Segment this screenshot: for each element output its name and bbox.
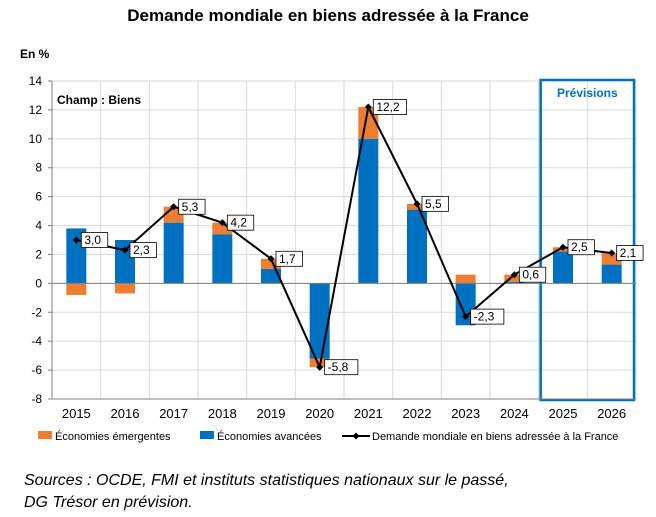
data-label-box [518,266,547,283]
y-tick-label: -4 [31,334,42,348]
chart-title: Demande mondiale en biens adressée à la … [127,6,529,25]
x-tick-label: 2025 [549,406,578,421]
x-tick-label: 2023 [451,406,480,421]
y-tick-label: 2 [35,247,42,261]
forecast-frame [539,78,636,402]
y-tick-label: 4 [35,219,42,233]
legend-label-emergentes: Économies émergentes [55,430,171,443]
x-tick-label: 2026 [597,406,626,421]
forecast-box: Prévisions [539,78,636,402]
bar-economies-avancees [407,209,427,284]
x-tick-label: 2021 [354,406,383,421]
y-tick-label: 8 [35,161,42,175]
axes [48,80,636,400]
legend-marker-demande [352,432,360,440]
data-labels: 3,0 2,3 5,3 4,2 1,7 -5,8 12,2 5,5 -2,3 0,6 2,5 2,1 [80,99,644,376]
x-tick-label: 2022 [403,406,432,421]
data-label: -2,3 [474,310,495,324]
line-point [218,219,226,227]
x-tick-label: 2017 [159,406,188,421]
sources-note: Sources : OCDE, FMI et instituts statist… [24,470,509,514]
bar-economies-emergentes [455,274,476,284]
legend-swatch-avancees [200,431,214,439]
bar-economies-avancees [601,264,622,284]
data-label-box [80,232,109,248]
y-tick-label: 0 [35,276,42,290]
x-tick-label: 2018 [208,406,237,421]
bar-economies-emergentes [66,283,87,295]
line-point [413,200,421,208]
data-label: 0,6 [522,268,539,282]
data-label: 3,0 [84,233,101,247]
data-label-box [470,308,505,325]
data-label: 2,1 [620,246,637,260]
bar-economies-emergentes [115,283,135,294]
bar-economies-avancees [504,281,525,284]
data-label: 5,5 [425,197,442,211]
x-tick-label: 2024 [500,406,529,421]
legend-swatch-emergentes [38,431,52,439]
bar-economies-emergentes [261,258,281,269]
data-label: 2,5 [571,240,588,254]
data-label: 4,2 [230,216,247,230]
bar-economies-emergentes [212,222,233,235]
data-label: -5,8 [328,360,349,374]
x-tick-label: 2016 [111,406,140,421]
data-label-box [567,239,595,256]
line-point [316,363,324,371]
line-point [121,246,129,254]
y-tick-label: 6 [35,190,42,204]
y-tick-label: 12 [29,103,43,117]
x-tick-label: 2015 [62,406,91,421]
line-point [510,271,518,279]
data-label-box [324,359,359,376]
annotation-champ: Champ : Biens [57,93,141,107]
data-label: 5,3 [182,200,199,214]
data-label-box [421,195,449,212]
axis-text: 14 12 10 8 6 4 2 0 -2 -4 -6 -8 2015 2016 2017 2018 2019 2… [20,47,626,421]
bar-economies-avancees [553,251,573,284]
data-label: 12,2 [376,100,400,114]
x-tick-label: 2019 [257,406,286,421]
bar-economies-emergentes [504,274,525,282]
data-label: 1,7 [279,252,296,266]
line-point [72,236,80,244]
data-label-box [275,250,303,267]
bar-economies-avancees [358,138,379,284]
data-label-box [226,214,255,231]
x-tick-label: 2020 [305,406,334,421]
sources-line-1: Sources : OCDE, FMI et instituts statist… [24,472,509,489]
unit-label: En % [20,47,50,61]
bar-economies-avancees [309,283,330,359]
line-point [608,249,616,257]
bar-economies-emergentes [601,253,622,265]
forecast-label: Prévisions [557,86,618,100]
bar-economies-avancees [212,234,233,284]
legend: Économies émergentes Économies avancées De… [38,430,618,443]
data-label-box [178,198,206,215]
y-tick-label: -2 [31,305,42,319]
data-label-box [616,245,644,261]
data-label-box [129,242,157,259]
line-point [462,313,470,321]
y-tick-label: -8 [31,392,42,406]
y-tick-label: 10 [29,132,43,146]
legend-label-demande: Demande mondiale en biens adressée à la … [372,431,618,443]
line-point [170,203,178,211]
sources-line-2: DG Trésor en prévision. [24,494,193,511]
line-point [267,255,275,263]
legend-label-avancees: Économies avancées [217,430,322,443]
line-point [364,103,372,111]
y-tick-label: -6 [31,363,42,377]
data-label-box [372,99,407,115]
bar-economies-avancees [261,268,281,284]
y-tick-label: 14 [29,74,43,88]
data-label: 2,3 [133,243,150,257]
bar-economies-avancees [163,222,184,284]
line-point [559,243,567,251]
